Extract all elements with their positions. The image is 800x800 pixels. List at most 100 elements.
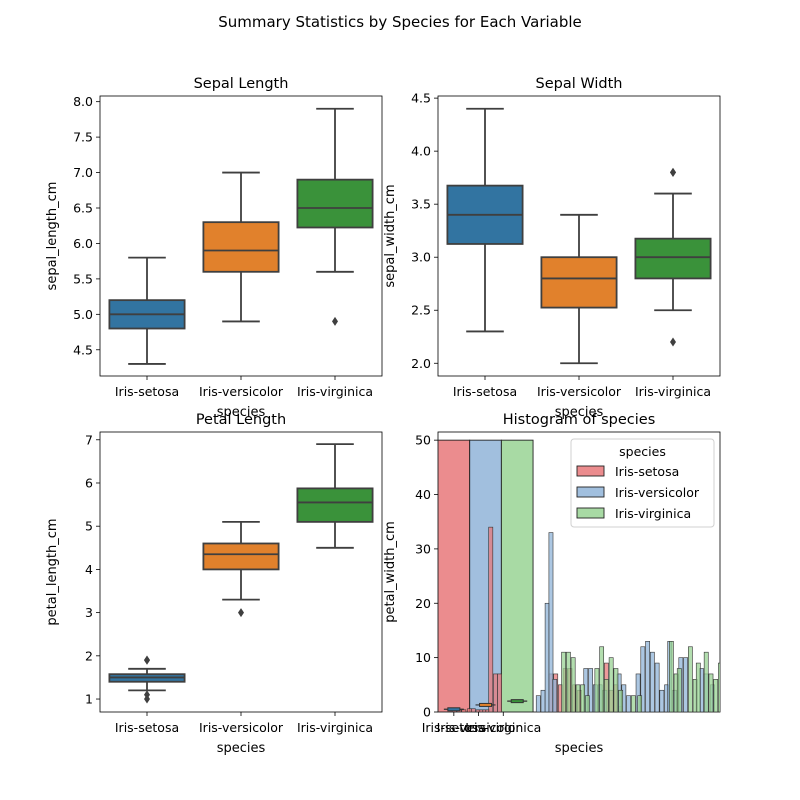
hist-bar-iris-virginica [753,690,757,712]
hist-bar-iris-virginica [566,651,571,712]
hist-bar-iris-virginica [703,651,709,712]
hist-bar-iris-virginica [688,646,693,712]
y-tick-label: 7.5 [73,130,93,145]
hist-bar-iris-versicolor [649,651,655,712]
hist-bar-iris-versicolor [728,690,732,712]
panel-sepal-width: Sepal Width species sepal_width_cm 2.0 2.5 3.… [383,76,721,420]
y-tick-label: 5.5 [73,271,93,286]
hist-bar-iris-versicolor [552,679,558,712]
panel-histogram-species: Histogram of species species petal_width_c… [383,412,772,756]
x-axis-label: species [555,405,604,420]
hist-bar-iris-setosa [467,708,472,712]
x-tick-label-iris-setosa: Iris-setosa [115,720,179,735]
count-bar-iris-versicolor [469,439,502,712]
hist-bar-iris-virginica [747,701,751,712]
x-tick-label-iris-setosa: Iris-setosa [453,384,517,399]
y-tick-label: 2.0 [411,356,431,371]
x-tick-label-iris-virginica: Iris-virginica [297,720,373,735]
y-tick-label: 5 [85,519,93,534]
overlay-box [479,702,493,707]
legend-swatch-iris-virginica [576,507,605,519]
hist-bar-iris-virginica [575,684,581,712]
box-iris-versicolor [540,256,618,309]
y-tick-label: 3.5 [411,197,431,212]
box-iris-virginica [296,487,374,523]
outlier-iris-virginica [670,167,676,177]
hist-bar-iris-virginica [570,657,576,712]
hist-bar-iris-virginica [718,662,720,712]
count-bar-iris-virginica [500,439,534,712]
axes-title: Histogram of species [503,412,656,428]
y-tick-label: 30 [415,541,431,556]
box-iris-versicolor [202,542,280,571]
x-tick-label-iris-virginica: Iris-virginica [465,720,541,735]
hist-bar-iris-versicolor [626,695,631,712]
outlier-iris-virginica [670,337,676,347]
outlier-iris-setosa [144,694,150,704]
panel-petal-length: Petal Length species petal_length_cm 1 2 3 4 5 6… [45,412,383,756]
hist-bar-iris-versicolor [548,532,554,712]
legend-label-iris-setosa: Iris-setosa [615,464,679,479]
x-tick-label-iris-versicolor: Iris-versicolor [199,384,284,399]
y-tick-label: 6.5 [73,201,93,216]
y-tick-label: 3.0 [411,250,431,265]
axes-title: Petal Length [196,412,286,428]
hist-bar-iris-virginica [708,673,714,712]
y-tick-label: 5.0 [73,307,93,322]
hist-bar-iris-versicolor [737,696,741,712]
hist-bar-iris-setosa [461,709,467,712]
axes-title: Sepal Length [194,76,289,92]
box-iris-virginica [634,237,712,280]
x-tick-label-iris-setosa: Iris-setosa [422,720,486,735]
legend-label-iris-virginica: Iris-virginica [615,506,691,521]
hist-bar-iris-virginica [637,695,643,712]
y-tick-label: 50 [415,433,431,448]
panel-sepal-length: Sepal Length species sepal_length_cm 4.5 5.0… [45,76,383,420]
hist-bar-iris-virginica [713,679,719,712]
hist-bar-iris-versicolor [544,602,550,712]
outlier-iris-virginica [332,316,338,326]
y-tick-label: 3 [85,605,93,620]
y-axis-label: sepal_length_cm [45,182,60,291]
legend-title: species [619,444,666,459]
outlier-iris-setosa [144,655,150,665]
x-tick-label-iris-setosa: Iris-setosa [115,384,179,399]
hist-bar-iris-virginica [768,707,772,712]
hist-bar-iris-setosa [488,526,494,712]
hist-bar-iris-virginica [669,641,674,712]
hist-bar-iris-virginica [580,684,586,712]
outlier-iris-versicolor [238,608,244,618]
hist-bar-iris-versicolor [635,673,641,712]
y-axis-label: petal_width_cm [383,521,398,623]
hist-bar-iris-virginica [604,679,609,712]
hist-bar-iris-versicolor [659,689,665,712]
y-tick-label: 1 [85,692,93,707]
legend-frame [570,438,715,528]
hist-bar-iris-virginica [737,652,741,712]
box-iris-virginica [296,178,374,229]
x-tick-label-iris-virginica: Iris-virginica [297,384,373,399]
hist-bar-iris-virginica [676,668,682,712]
y-tick-label: 6 [85,475,93,490]
y-tick-label: 4.0 [411,144,431,159]
y-tick-label: 2 [85,648,93,663]
hist-bar-iris-virginica [733,679,737,712]
y-tick-label: 4.5 [411,91,431,106]
box-iris-versicolor [202,221,280,273]
hist-bar-iris-versicolor [723,679,727,712]
y-tick-label: 0 [423,705,431,720]
hist-bar-iris-virginica [613,668,619,712]
hist-bar-iris-versicolor [683,657,688,712]
y-tick-label: 8.0 [73,94,93,109]
hist-bar-iris-virginica [608,657,614,712]
y-tick-label: 10 [415,650,431,665]
hist-bar-iris-virginica [723,690,727,712]
y-tick-label: 7.0 [73,165,93,180]
x-tick-label-iris-versicolor: Iris-versicolor [537,384,622,399]
hist-bar-iris-virginica [695,662,701,712]
hist-bar-iris-versicolor [640,646,646,712]
hist-content [438,439,772,712]
hist-bar-iris-versicolor [645,641,650,712]
y-tick-label: 4.5 [73,342,93,357]
hist-bar-iris-versicolor [535,695,541,712]
